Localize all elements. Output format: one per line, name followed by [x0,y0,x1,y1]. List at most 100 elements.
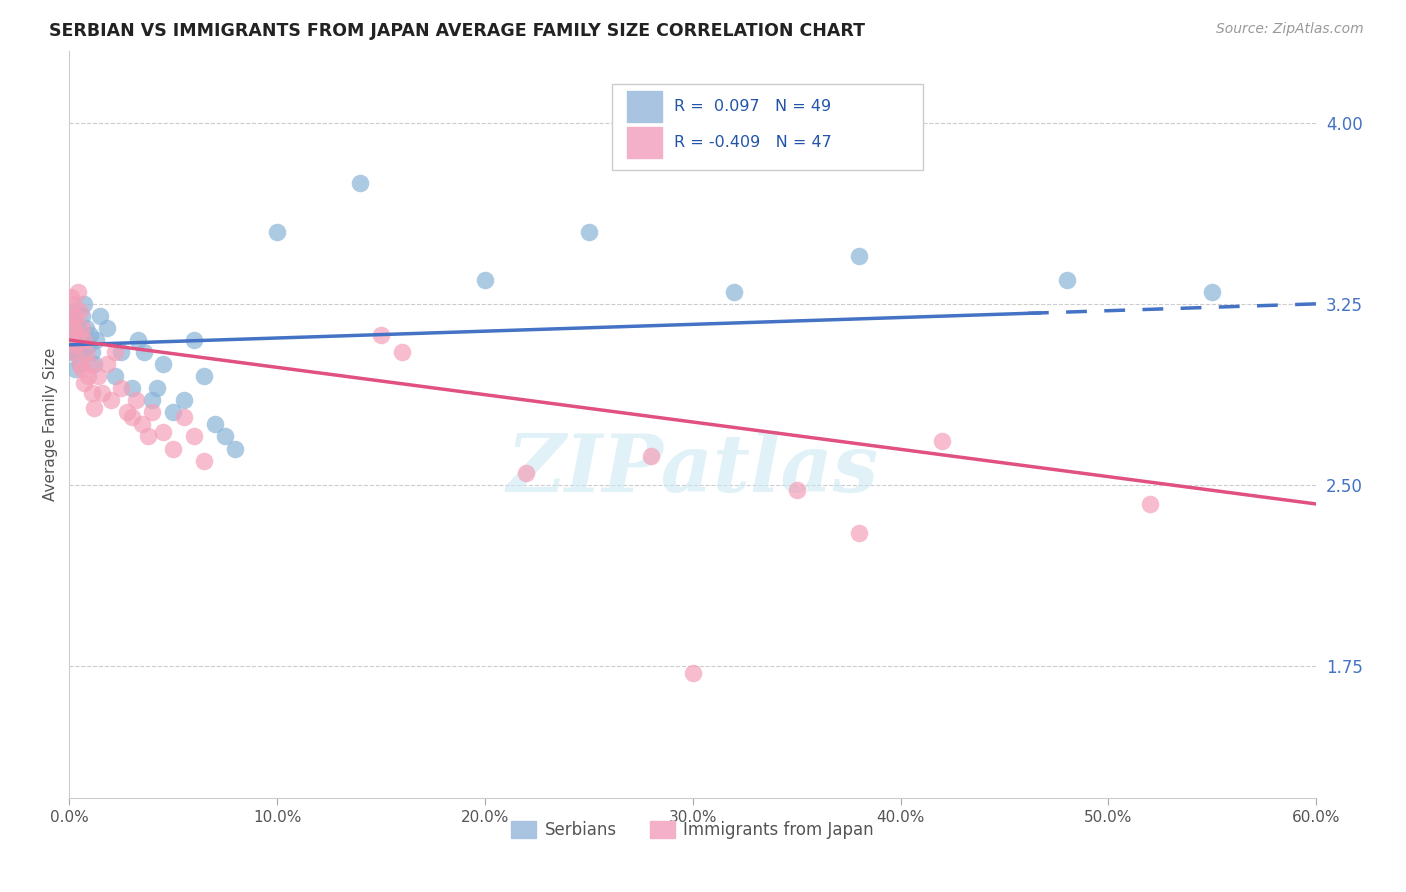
Point [73,376,96,391]
Point [73,297,96,311]
Point [65,338,87,352]
Point [1201,285,1223,299]
Text: SERBIAN VS IMMIGRANTS FROM JAPAN AVERAGE FAMILY SIZE CORRELATION CHART: SERBIAN VS IMMIGRANTS FROM JAPAN AVERAGE… [49,22,865,40]
Point [391,345,413,359]
Point [75,345,97,359]
Point [65,362,87,376]
Point [132,345,155,359]
Point [121,381,143,395]
Point [66,328,89,343]
Point [65,328,87,343]
Point [69,304,91,318]
Point [515,466,537,480]
Point [125,393,148,408]
Text: R = -0.409   N = 47: R = -0.409 N = 47 [673,135,832,150]
Point [183,429,205,443]
Point [77,338,100,352]
Point [349,176,371,190]
Point [80,386,103,401]
Point [110,345,132,359]
Point [682,665,704,680]
Point [193,453,215,467]
Point [60,333,83,347]
Point [723,285,745,299]
Point [474,273,496,287]
FancyBboxPatch shape [612,85,924,170]
Point [931,434,953,449]
Point [578,225,600,239]
Point [117,405,139,419]
Point [104,369,127,384]
Point [69,357,91,371]
Point [62,338,84,352]
Point [91,386,114,401]
Text: R =  0.097   N = 49: R = 0.097 N = 49 [673,99,831,114]
Point [173,393,195,408]
Legend: Serbians, Immigrants from Japan: Serbians, Immigrants from Japan [505,814,880,846]
Point [80,345,103,359]
Point [62,321,84,335]
Point [75,321,97,335]
Point [1139,497,1161,511]
Point [786,483,808,497]
Point [60,345,83,359]
Point [62,314,84,328]
Point [162,442,184,456]
Point [62,345,84,359]
Point [65,309,87,323]
Point [848,249,870,263]
Text: Source: ZipAtlas.com: Source: ZipAtlas.com [1216,22,1364,37]
Point [848,525,870,540]
FancyBboxPatch shape [627,127,661,158]
Point [70,345,93,359]
Point [183,333,205,347]
Point [83,401,105,415]
Point [141,393,163,408]
Point [60,309,83,323]
Point [104,345,127,359]
Point [145,381,167,395]
Point [83,357,105,371]
Point [131,417,153,432]
Point [96,321,118,335]
Point [152,425,174,439]
Point [66,285,89,299]
Point [60,333,83,347]
Point [73,333,96,347]
Point [60,314,83,328]
Point [162,405,184,419]
Y-axis label: Average Family Size: Average Family Size [44,348,58,501]
Point [224,442,246,456]
Point [121,410,143,425]
Point [73,333,96,347]
Point [1056,273,1078,287]
Point [640,449,662,463]
Point [79,357,101,371]
Point [60,321,83,335]
Point [62,304,84,318]
Point [69,333,91,347]
Point [66,321,89,335]
Point [66,338,89,352]
Point [77,369,100,384]
Point [204,417,226,432]
Point [214,429,236,443]
Point [84,333,107,347]
Point [70,362,93,376]
Text: ZIPatlas: ZIPatlas [506,431,879,508]
Point [110,381,132,395]
Point [79,328,101,343]
Point [152,357,174,371]
Point [65,345,87,359]
Point [69,357,91,371]
Point [70,321,93,335]
Point [96,357,118,371]
Point [62,297,84,311]
Point [89,309,111,323]
FancyBboxPatch shape [627,91,661,122]
Point [173,410,195,425]
Point [370,328,392,343]
Point [141,405,163,419]
Point [60,290,83,304]
Point [136,429,159,443]
